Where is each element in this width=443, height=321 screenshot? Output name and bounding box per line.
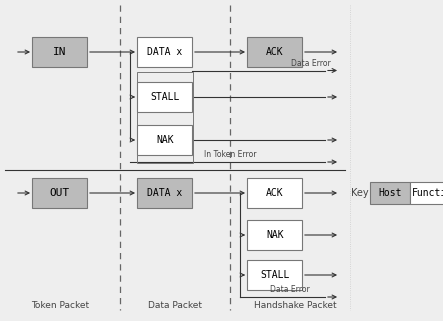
- Bar: [137, 82, 193, 112]
- Text: ACK: ACK: [266, 188, 284, 198]
- Bar: [248, 220, 303, 250]
- Text: DATA x: DATA x: [148, 47, 183, 57]
- Text: NAK: NAK: [156, 135, 174, 145]
- Bar: [32, 178, 88, 208]
- Bar: [248, 37, 303, 67]
- Bar: [137, 37, 193, 67]
- Text: OUT: OUT: [50, 188, 70, 198]
- Text: Host: Host: [378, 188, 402, 198]
- Bar: [137, 72, 193, 163]
- Bar: [137, 178, 193, 208]
- Text: NAK: NAK: [266, 230, 284, 240]
- Text: Data Error: Data Error: [291, 58, 331, 67]
- Text: Function: Function: [412, 188, 443, 198]
- Text: Data Error: Data Error: [270, 285, 310, 294]
- Bar: [248, 178, 303, 208]
- Text: ACK: ACK: [266, 47, 284, 57]
- Text: In Token Error: In Token Error: [204, 150, 256, 159]
- Text: STALL: STALL: [260, 270, 290, 280]
- Bar: [248, 260, 303, 290]
- Bar: [137, 125, 193, 155]
- Bar: [370, 182, 410, 204]
- Text: Handshake Packet: Handshake Packet: [254, 300, 336, 309]
- Text: STALL: STALL: [150, 92, 180, 102]
- Bar: [32, 37, 88, 67]
- Text: Data Packet: Data Packet: [148, 300, 202, 309]
- Text: DATA x: DATA x: [148, 188, 183, 198]
- Text: Token Packet: Token Packet: [31, 300, 89, 309]
- Text: Key: Key: [351, 188, 369, 198]
- Bar: [410, 182, 443, 204]
- Text: IN: IN: [53, 47, 67, 57]
